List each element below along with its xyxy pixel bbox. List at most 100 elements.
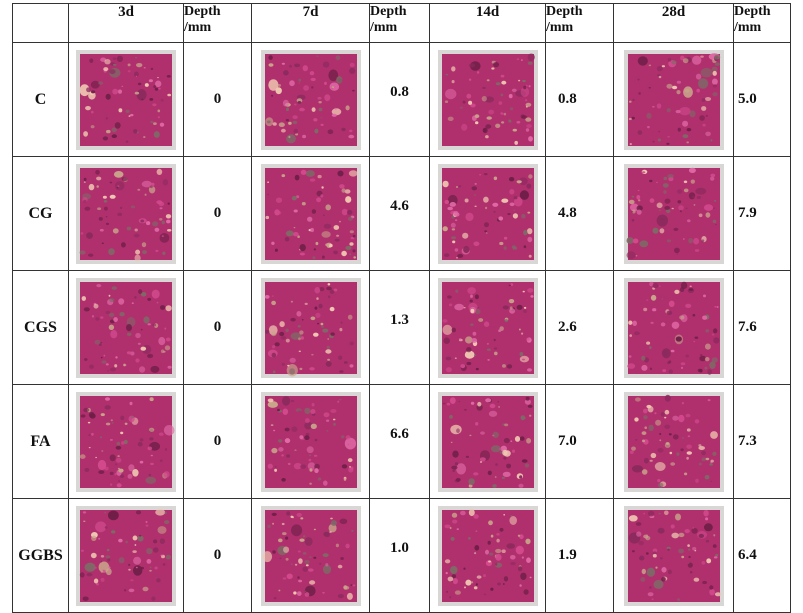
- aggregate-speck: [159, 206, 163, 209]
- aggregate-speck: [651, 105, 655, 108]
- aggregate-speck: [629, 203, 639, 211]
- aggregate-speck: [298, 367, 302, 370]
- aggregate-speck: [307, 461, 315, 470]
- aggregate-speck: [501, 548, 506, 553]
- aggregate-speck: [104, 511, 107, 513]
- aggregate-speck: [159, 537, 166, 544]
- aggregate-speck: [679, 447, 684, 451]
- aggregate-speck: [346, 592, 353, 600]
- aggregate-speck: [704, 343, 711, 350]
- aggregate-speck: [162, 562, 166, 566]
- aggregate-speck: [111, 133, 117, 138]
- aggregate-speck: [663, 510, 669, 515]
- aggregate-speck: [157, 525, 167, 534]
- aggregate-speck: [289, 317, 296, 321]
- aggregate-speck: [104, 206, 108, 211]
- aggregate-speck: [677, 548, 684, 553]
- aggregate-speck: [320, 185, 324, 189]
- aggregate-speck: [93, 303, 99, 309]
- aggregate-speck: [332, 422, 336, 426]
- aggregate-speck: [323, 81, 327, 85]
- aggregate-speck: [472, 331, 476, 336]
- aggregate-speck: [290, 562, 293, 565]
- aggregate-speck: [114, 363, 118, 367]
- aggregate-speck: [152, 323, 157, 326]
- aggregate-speck: [288, 79, 295, 86]
- header-depth-label: Depth /mm: [370, 4, 407, 35]
- aggregate-speck: [518, 176, 528, 185]
- aggregate-speck: [671, 207, 674, 209]
- aggregate-speck: [500, 198, 508, 203]
- aggregate-speck: [121, 85, 124, 87]
- aggregate-speck: [483, 593, 486, 595]
- aggregate-speck: [348, 465, 351, 468]
- aggregate-speck: [312, 117, 317, 122]
- aggregate-speck: [308, 366, 315, 370]
- aggregate-speck: [161, 220, 165, 224]
- aggregate-speck: [267, 78, 278, 91]
- corner-cell: [12, 3, 69, 43]
- aggregate-speck: [690, 527, 698, 534]
- aggregate-speck: [271, 522, 274, 525]
- aggregate-speck: [105, 396, 110, 401]
- aggregate-speck: [656, 202, 663, 208]
- aggregate-speck: [656, 214, 668, 227]
- aggregate-speck: [456, 527, 459, 530]
- aggregate-speck: [494, 123, 500, 128]
- aggregate-speck: [445, 356, 451, 360]
- table-body: C 0 0.8 0.8 5.0 CG 0 4.6 4.8 7.9 CGS 0 1.3 2.6 7.6 FA 0 6…: [12, 42, 791, 613]
- aggregate-speck: [454, 461, 458, 465]
- aggregate-speck: [524, 98, 527, 101]
- aggregate-speck: [127, 63, 131, 66]
- aggregate-speck: [527, 135, 533, 141]
- aggregate-speck: [494, 562, 497, 566]
- aggregate-speck: [450, 65, 455, 71]
- aggregate-speck: [153, 546, 159, 553]
- aggregate-speck: [157, 76, 159, 78]
- aggregate-speck: [708, 361, 716, 369]
- aggregate-speck: [337, 355, 342, 360]
- aggregate-speck: [516, 179, 522, 183]
- aggregate-speck: [681, 120, 688, 127]
- aggregate-speck: [285, 557, 289, 561]
- aggregate-speck: [713, 305, 716, 307]
- aggregate-speck: [464, 335, 473, 344]
- aggregate-speck: [104, 466, 109, 470]
- aggregate-speck: [486, 348, 491, 351]
- aggregate-speck: [102, 195, 107, 199]
- aggregate-speck: [505, 463, 511, 468]
- specimen-photo: [76, 163, 176, 264]
- aggregate-speck: [666, 548, 670, 551]
- aggregate-speck: [301, 134, 306, 138]
- aggregate-speck: [466, 361, 471, 365]
- aggregate-speck: [266, 120, 271, 123]
- aggregate-speck: [311, 402, 315, 406]
- aggregate-speck: [100, 341, 103, 343]
- aggregate-speck: [468, 508, 475, 516]
- aggregate-speck: [95, 169, 100, 175]
- aggregate-speck: [329, 517, 333, 519]
- aggregate-speck: [694, 248, 699, 252]
- aggregate-speck: [676, 188, 682, 194]
- aggregate-speck: [710, 459, 714, 463]
- aggregate-speck: [467, 100, 472, 105]
- aggregate-speck: [151, 289, 160, 299]
- aggregate-speck: [491, 202, 498, 207]
- aggregate-speck: [107, 557, 111, 562]
- aggregate-speck: [281, 522, 285, 525]
- aggregate-speck: [316, 322, 319, 324]
- aggregate-speck: [296, 234, 300, 238]
- aggregate-speck: [308, 482, 312, 485]
- aggregate-speck: [499, 527, 503, 532]
- specimen-cell: [68, 270, 184, 385]
- aggregate-speck: [165, 337, 171, 341]
- aggregate-speck: [118, 556, 125, 563]
- aggregate-speck: [713, 555, 717, 558]
- aggregate-speck: [659, 556, 663, 559]
- aggregate-speck: [120, 415, 125, 420]
- aggregate-speck: [347, 134, 354, 138]
- header-depth-28d: Depth /mm: [733, 3, 791, 43]
- aggregate-speck: [660, 321, 665, 326]
- aggregate-speck: [347, 216, 353, 221]
- aggregate-speck: [675, 109, 681, 113]
